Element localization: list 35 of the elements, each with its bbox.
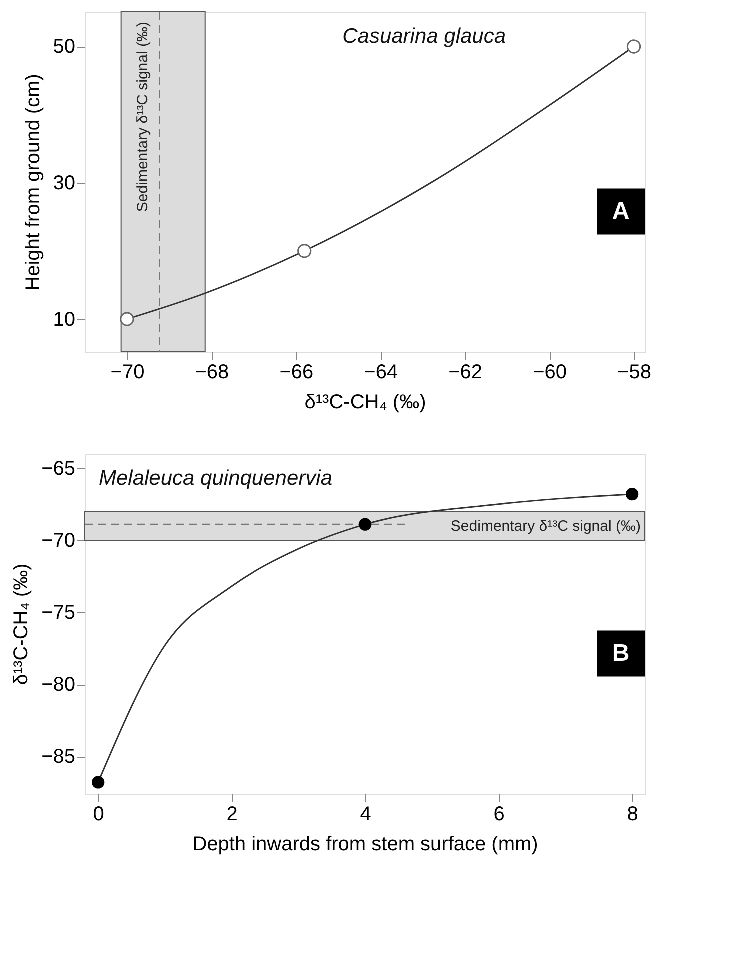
x-tick-label: −60 bbox=[533, 362, 568, 384]
y-axis-title: Height from ground (cm) bbox=[22, 74, 44, 291]
x-tick-label: −58 bbox=[618, 362, 652, 384]
point bbox=[359, 518, 372, 531]
y-tick-label: −75 bbox=[42, 602, 76, 624]
point bbox=[120, 312, 134, 326]
x-tick-label: −70 bbox=[110, 362, 145, 384]
x-tick-label: 2 bbox=[226, 804, 238, 826]
annotation: A bbox=[612, 198, 630, 225]
x-tick-label: −62 bbox=[448, 362, 483, 384]
x-tick-label: 8 bbox=[627, 804, 638, 826]
y-axis-title: δ¹³C-CH₄ (‰) bbox=[10, 564, 33, 686]
band-label: Sedimentary δ¹³C signal (‰) bbox=[134, 22, 152, 212]
y-tick-label: −80 bbox=[42, 674, 76, 696]
y-tick-label: −70 bbox=[42, 530, 76, 552]
annotation: Melaleuca quinquenervia bbox=[99, 467, 332, 490]
annotation: B bbox=[612, 640, 630, 667]
y-tick-label: −85 bbox=[42, 746, 76, 768]
point bbox=[92, 776, 105, 789]
y-tick-label: −65 bbox=[42, 458, 76, 480]
x-tick-label: 0 bbox=[93, 804, 104, 826]
point bbox=[298, 244, 312, 258]
x-tick-label: −64 bbox=[364, 362, 398, 384]
y-tick-label: 30 bbox=[53, 172, 76, 195]
x-tick-label: 4 bbox=[360, 804, 372, 826]
x-tick-label: 6 bbox=[494, 804, 505, 826]
y-tick-label: 50 bbox=[53, 36, 76, 58]
x-tick-label: −66 bbox=[280, 362, 314, 384]
x-tick-label: −68 bbox=[195, 362, 230, 384]
band-label: Sedimentary δ¹³C signal (‰) bbox=[450, 518, 641, 536]
x-axis-title: δ¹³C-CH₄ (‰) bbox=[304, 392, 426, 414]
y-tick-label: 10 bbox=[53, 308, 76, 331]
annotation: Casuarina glauca bbox=[342, 25, 506, 48]
point bbox=[626, 488, 639, 501]
x-axis-title: Depth inwards from stem surface (mm) bbox=[192, 834, 538, 856]
